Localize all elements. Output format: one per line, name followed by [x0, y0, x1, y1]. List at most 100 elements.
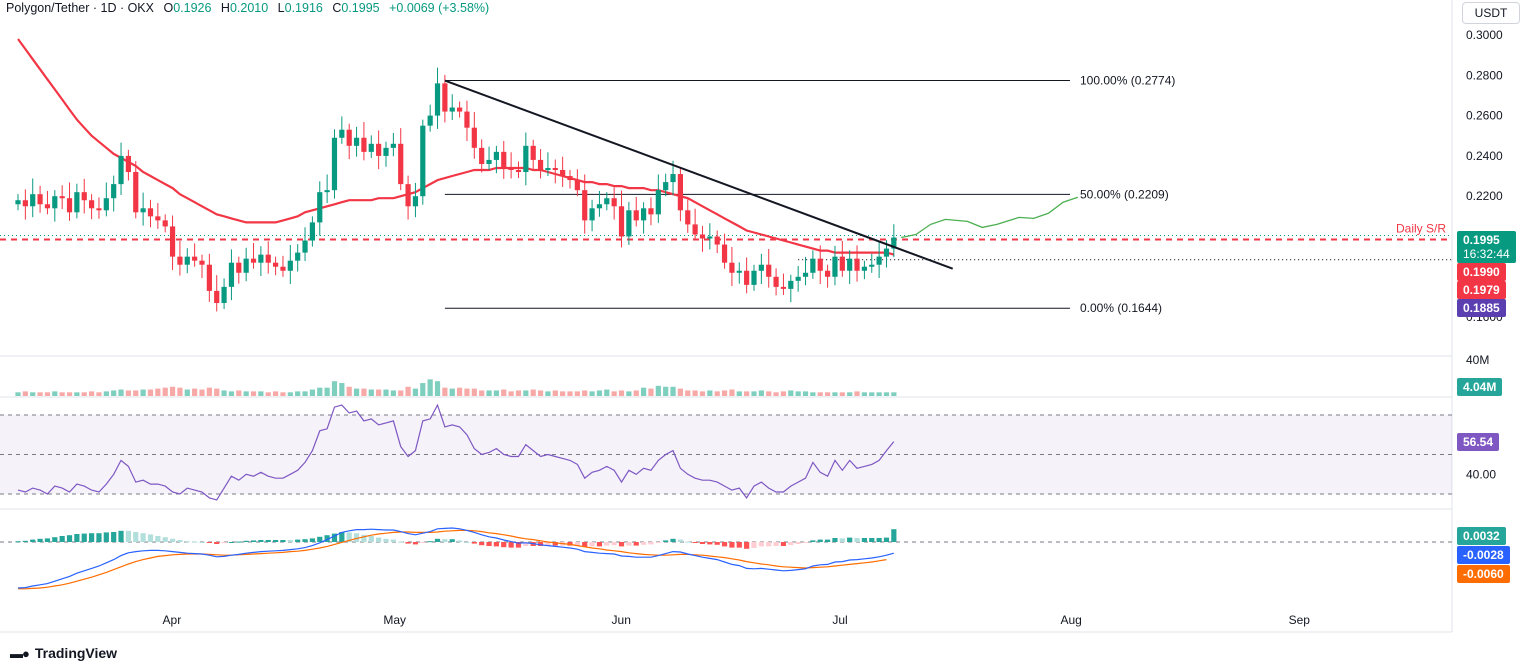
candle	[471, 111, 477, 159]
volume-bar	[317, 387, 323, 396]
volume-bar	[685, 390, 691, 396]
macd-histogram-bar	[626, 542, 632, 546]
macd-histogram-bar	[133, 532, 139, 542]
macd-histogram-bar	[788, 542, 794, 546]
volume-bar	[773, 392, 779, 396]
macd-histogram-bar	[265, 540, 271, 542]
candle	[626, 201, 632, 245]
sma-line	[17, 38, 895, 256]
macd-histogram-bar	[883, 537, 890, 542]
macd-histogram-bar	[780, 542, 787, 546]
price-axis-tick: 0.3000	[1466, 28, 1503, 42]
candle	[331, 129, 338, 199]
macd-histogram-bar	[236, 541, 242, 543]
volume-bar	[192, 388, 198, 396]
volume-bar	[162, 387, 168, 396]
macd-histogram-bar	[398, 541, 404, 543]
volume-bar	[699, 391, 706, 396]
rsi-axis-tick: 40.00	[1466, 467, 1496, 481]
candle	[59, 185, 65, 210]
volume-bar	[825, 392, 831, 396]
candle	[361, 122, 367, 161]
macd-histogram-bar	[515, 542, 522, 548]
volume-bar	[133, 390, 139, 396]
candle	[30, 178, 36, 218]
volume-bar	[663, 386, 669, 396]
volume-bar	[457, 387, 463, 396]
macd-histogram-bar	[258, 540, 264, 542]
candle	[515, 161, 522, 179]
volume-bar	[714, 391, 720, 396]
tradingview-brand[interactable]: ▬● TradingView	[10, 645, 117, 661]
volume-bar	[147, 389, 154, 396]
candle	[817, 245, 823, 285]
macd-histogram-bar	[832, 538, 838, 542]
candle	[324, 174, 330, 204]
candle	[287, 244, 293, 285]
macd-histogram-bar	[199, 542, 205, 543]
volume-bar	[486, 390, 492, 396]
volume-bar	[353, 388, 360, 396]
macd-histogram-bar	[641, 542, 647, 545]
candle	[648, 197, 654, 226]
macd-histogram-bar	[243, 540, 249, 542]
high-value: 0.2010	[229, 1, 269, 15]
macd-histogram-bar	[493, 542, 499, 547]
volume-bar	[228, 391, 235, 396]
candle	[383, 141, 389, 167]
volume-bar	[169, 386, 176, 396]
candle	[214, 275, 220, 312]
macd-histogram-bar	[140, 533, 146, 542]
candle	[376, 130, 382, 170]
macd-signal-line	[18, 529, 887, 590]
volume-bar	[331, 381, 338, 396]
macd-histogram-bar	[773, 542, 779, 546]
candle	[744, 257, 750, 294]
macd-histogram-bar	[309, 538, 315, 542]
volume-bar	[346, 386, 352, 396]
macd-histogram-bar	[169, 538, 176, 542]
candle	[427, 104, 433, 132]
volume-bar	[567, 391, 573, 396]
volume-bar	[891, 392, 897, 396]
volume-bar	[788, 390, 794, 396]
volume-bar	[655, 385, 661, 396]
volume-bar	[243, 391, 249, 396]
volume-bar	[736, 391, 742, 396]
candle	[125, 149, 131, 181]
signal-line-badge: -0.0060	[1457, 565, 1510, 583]
macd-histogram-bar	[427, 541, 433, 543]
macd-histogram-bar	[89, 533, 95, 542]
volume-bar	[302, 391, 308, 396]
macd-histogram-bar	[59, 536, 65, 542]
macd-histogram-bar	[66, 535, 73, 542]
volume-bar	[22, 391, 28, 396]
currency-unit-button[interactable]: USDT	[1462, 2, 1520, 24]
macd-histogram-bar	[685, 541, 691, 543]
candle	[140, 192, 146, 226]
volume-bar	[405, 386, 411, 396]
candle	[714, 230, 720, 254]
volume-bar	[648, 388, 654, 396]
macd-histogram-bar	[96, 533, 102, 542]
candle	[795, 265, 801, 292]
macd-histogram-bar	[537, 542, 544, 546]
candle	[22, 189, 28, 220]
candle	[420, 119, 426, 205]
volume-bar	[309, 389, 315, 396]
candle	[825, 264, 831, 288]
candle	[788, 274, 794, 303]
candle	[258, 246, 264, 276]
macd-histogram-bar	[30, 539, 36, 542]
candle	[891, 224, 897, 258]
volume-bar	[810, 392, 816, 396]
macd-histogram-bar	[15, 541, 21, 543]
symbol-label[interactable]: Polygon/Tether · 1D · OKX	[6, 1, 154, 15]
macd-histogram-bar	[331, 533, 338, 542]
volume-bar	[59, 392, 65, 396]
volume-bar	[560, 391, 566, 396]
volume-bar	[464, 388, 470, 396]
volume-bar	[177, 387, 183, 396]
candle	[177, 240, 183, 276]
